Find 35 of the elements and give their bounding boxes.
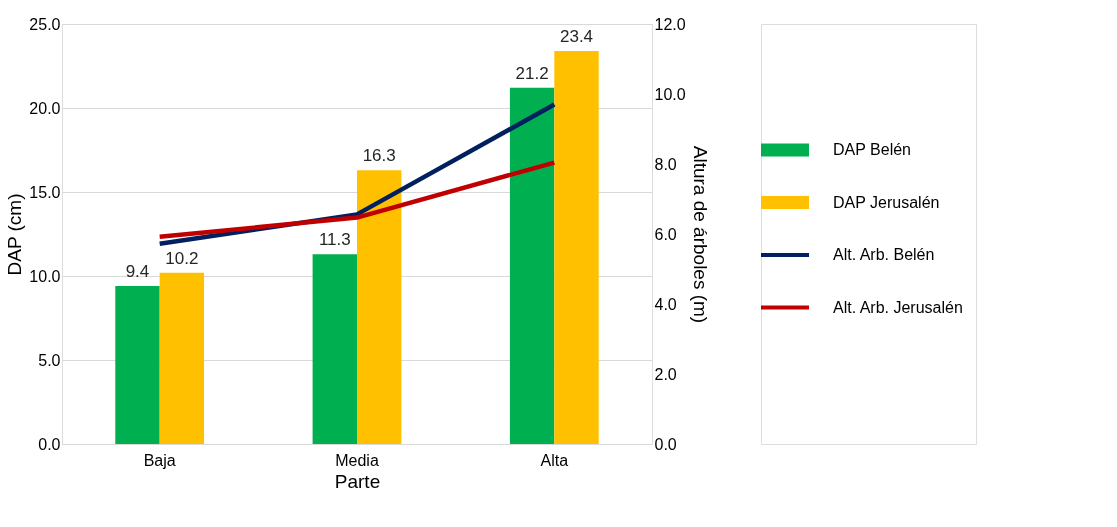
bar [312, 254, 357, 444]
x-tick-label: Baja [143, 451, 176, 469]
data-label: 9.4 [125, 262, 150, 282]
y-tick-label: 15.0 [29, 183, 61, 201]
y-tick-label: 20.0 [29, 99, 61, 117]
bar [554, 50, 599, 444]
legend-label: DAP Jerusalén [833, 193, 940, 211]
legend-label: Alt. Arb. Jerusalén [833, 298, 963, 316]
y2-tick-label: 2.0 [654, 365, 677, 383]
bar [357, 170, 402, 444]
y2-tick-label: 8.0 [654, 155, 677, 173]
legend-label: DAP Belén [833, 141, 911, 158]
data-label: 21.2 [515, 63, 549, 83]
y-axis-title: DAP (cm) [4, 193, 26, 276]
y2-tick-label: 4.0 [654, 295, 677, 313]
y2-axis-title: Altura de árboles (m) [689, 145, 711, 324]
x-tick-label: Alta [540, 451, 569, 469]
bar [509, 87, 555, 444]
y2-tick-label: 12.0 [654, 15, 686, 33]
data-label: 23.4 [559, 26, 594, 46]
data-label: 10.2 [165, 248, 199, 268]
x-axis-title: Parte [334, 470, 381, 492]
bar [159, 272, 205, 444]
bar [115, 286, 160, 444]
data-label: 16.3 [362, 146, 396, 166]
y-tick-label: 10.0 [29, 267, 61, 285]
y-tick-label: 0.0 [38, 435, 61, 453]
x-tick-label: Media [335, 451, 379, 469]
legend-label: Alt. Arb. Belén [833, 246, 935, 263]
y2-tick-label: 6.0 [654, 225, 677, 243]
y-tick-label: 5.0 [38, 351, 61, 369]
y-tick-label: 25.0 [29, 15, 61, 33]
y2-tick-label: 0.0 [654, 435, 677, 453]
y2-tick-label: 10.0 [654, 85, 686, 103]
data-label: 11.3 [318, 230, 351, 250]
